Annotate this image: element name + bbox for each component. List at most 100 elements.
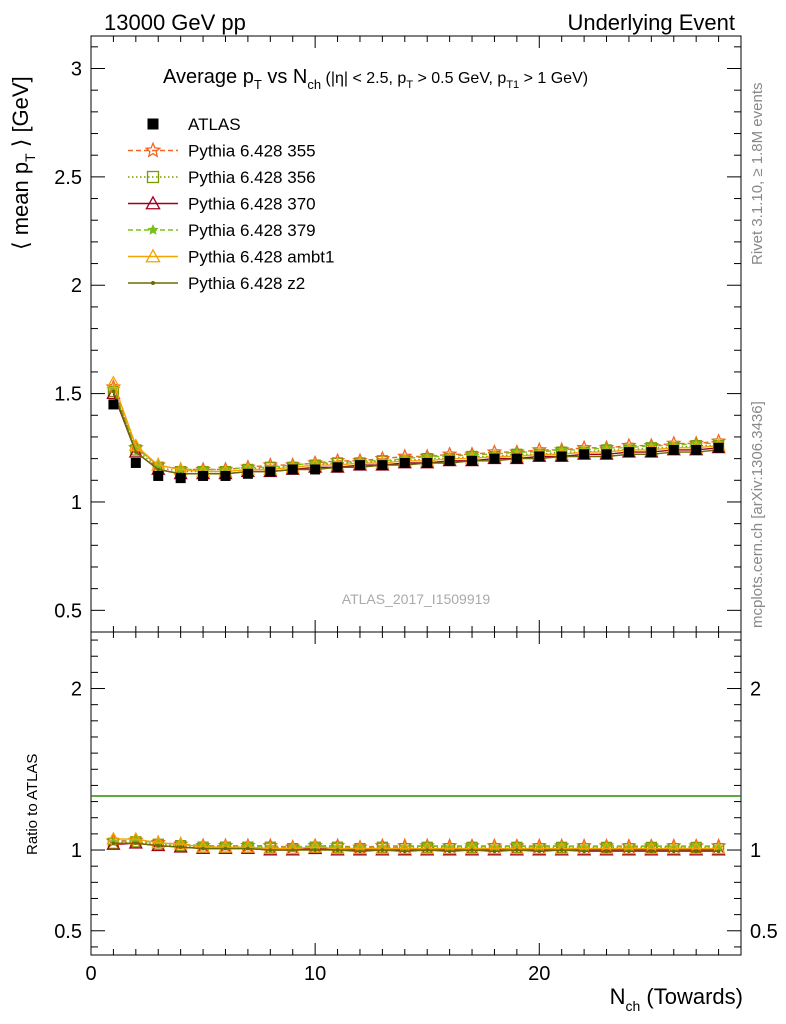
atlas-data-point bbox=[579, 449, 590, 460]
legend-label-z2: Pythia 6.428 z2 bbox=[188, 274, 305, 293]
ratio-point-ambt1 bbox=[151, 835, 166, 849]
ratio-point-ambt1 bbox=[554, 841, 569, 855]
atlas-data-point bbox=[713, 442, 724, 453]
header-right: Underlying Event bbox=[567, 10, 735, 35]
series-line-p355 bbox=[112, 386, 719, 471]
legend: ATLAS Pythia 6.428 355 Pythia 6.428 356 Pyt… bbox=[128, 115, 334, 293]
ratio-point-ambt1 bbox=[711, 841, 726, 855]
atlas-data-point bbox=[108, 399, 119, 410]
ratio-point-ambt1 bbox=[397, 841, 412, 855]
atlas-data-point bbox=[377, 460, 388, 471]
ratio-point-p370 bbox=[397, 842, 412, 856]
ratio-point-z2 bbox=[223, 846, 228, 851]
y-tick-label: 3 bbox=[71, 59, 82, 81]
legend-label-p379: Pythia 6.428 379 bbox=[188, 221, 316, 240]
atlas-data-point bbox=[153, 470, 164, 481]
legend-marker-p379 bbox=[147, 223, 159, 235]
y-tick-label: 0.5 bbox=[54, 600, 82, 622]
x-axis-label: Nch (Towards) bbox=[610, 984, 743, 1014]
legend-marker-p355 bbox=[144, 141, 162, 158]
atlas-data-point bbox=[668, 444, 679, 455]
ratio-point-z2 bbox=[627, 849, 631, 854]
y-axis-label: ⟨ mean pT ⟩ [GeV] bbox=[8, 76, 38, 250]
main-series-group bbox=[105, 375, 727, 484]
ratio-point-z2 bbox=[290, 848, 295, 852]
atlas-data-point bbox=[489, 453, 500, 464]
ratio-point-ambt1 bbox=[464, 841, 480, 855]
ratio-point-z2 bbox=[335, 848, 340, 852]
ratio-point-ambt1 bbox=[509, 841, 524, 855]
ratio-point-p370 bbox=[442, 842, 457, 856]
ratio-point-z2 bbox=[447, 849, 452, 854]
atlas-data-point bbox=[198, 470, 209, 481]
y-tick-label: 2.5 bbox=[54, 167, 82, 189]
series-line-p356 bbox=[112, 391, 719, 473]
ratio-point-ambt1 bbox=[330, 841, 345, 855]
y-tick-label: 1 bbox=[71, 492, 82, 514]
ratio-point-z2 bbox=[134, 841, 138, 845]
ratio-point-ambt1 bbox=[621, 841, 637, 855]
legend-label-ambt1: Pythia 6.428 ambt1 bbox=[188, 248, 334, 267]
mcplots-label: mcplots.cern.ch [arXiv:1306.3436] bbox=[749, 401, 766, 628]
ratio-point-z2 bbox=[537, 849, 542, 854]
ratio-tick-label-left: 0.5 bbox=[54, 921, 82, 943]
y-tick-label: 2 bbox=[71, 275, 82, 297]
rivet-label: Rivet 3.1.10, ≥ 1.8M events bbox=[749, 83, 766, 266]
ratio-line-p379 bbox=[113, 839, 719, 849]
atlas-data-point bbox=[601, 449, 612, 460]
ratio-point-ambt1 bbox=[352, 841, 368, 855]
ratio-point-ambt1 bbox=[689, 841, 704, 855]
x-tick-label: 0 bbox=[85, 963, 96, 985]
ratio-point-ambt1 bbox=[173, 836, 188, 850]
axis-ticks bbox=[90, 36, 742, 955]
ratio-tick-label-right: 1 bbox=[750, 840, 761, 862]
ratio-point-z2 bbox=[268, 848, 273, 852]
x-tick-label: 20 bbox=[528, 963, 550, 985]
ratio-point-z2 bbox=[313, 848, 317, 852]
ratio-point-z2 bbox=[694, 849, 698, 854]
ratio-point-ambt1 bbox=[218, 839, 233, 853]
ratio-point-z2 bbox=[246, 846, 250, 851]
x-tick-label: 10 bbox=[304, 963, 326, 985]
atlas-data-point bbox=[467, 455, 478, 466]
series-point-z2 bbox=[134, 450, 138, 454]
ratio-series-group bbox=[105, 831, 727, 856]
ratio-point-p370 bbox=[352, 842, 368, 856]
ratio-point-ambt1 bbox=[263, 841, 278, 855]
series-line-ambt1 bbox=[112, 382, 719, 473]
ratio-point-z2 bbox=[358, 849, 362, 854]
legend-label-atlas: ATLAS bbox=[188, 115, 241, 134]
ratio-tick-label-left: 1 bbox=[71, 840, 82, 862]
ratio-point-z2 bbox=[402, 849, 407, 854]
ratio-point-ambt1 bbox=[240, 839, 256, 853]
ratio-point-p370 bbox=[375, 842, 390, 856]
ratio-tick-label-right: 0.5 bbox=[750, 921, 778, 943]
legend-marker-p370 bbox=[145, 195, 161, 210]
ratio-line-ambt1 bbox=[113, 838, 719, 850]
ratio-point-z2 bbox=[111, 841, 116, 846]
ratio-point-ambt1 bbox=[308, 839, 323, 853]
ratio-plot-frame bbox=[90, 631, 742, 956]
ratio-y-axis-label: Ratio to ATLAS bbox=[24, 754, 41, 855]
ratio-point-z2 bbox=[201, 846, 205, 851]
ratio-point-z2 bbox=[156, 843, 161, 848]
legend-label-p370: Pythia 6.428 370 bbox=[188, 195, 316, 214]
atlas-data-point bbox=[623, 447, 634, 458]
atlas-data-point bbox=[399, 457, 410, 468]
ratio-point-z2 bbox=[178, 845, 183, 849]
atlas-data-point bbox=[242, 468, 253, 479]
atlas-data-point bbox=[511, 453, 522, 464]
ratio-tick-label-left: 2 bbox=[71, 679, 82, 701]
atlas-data-point bbox=[444, 455, 455, 466]
series-line-z2 bbox=[112, 391, 719, 475]
ratio-point-z2 bbox=[649, 849, 654, 854]
atlas-data-point bbox=[422, 457, 433, 468]
legend-marker-p356 bbox=[146, 170, 160, 184]
ratio-point-ambt1 bbox=[532, 841, 547, 855]
tick-labels: 0 10 20 0.5 1 1.5 2 2.5 3 0.5 0.5 1 1 2 2 bbox=[54, 59, 778, 985]
ratio-point-ambt1 bbox=[195, 839, 211, 853]
analysis-watermark: ATLAS_2017_I1509919 bbox=[342, 591, 491, 607]
ratio-point-z2 bbox=[470, 848, 474, 852]
ratio-point-ambt1 bbox=[285, 841, 300, 855]
